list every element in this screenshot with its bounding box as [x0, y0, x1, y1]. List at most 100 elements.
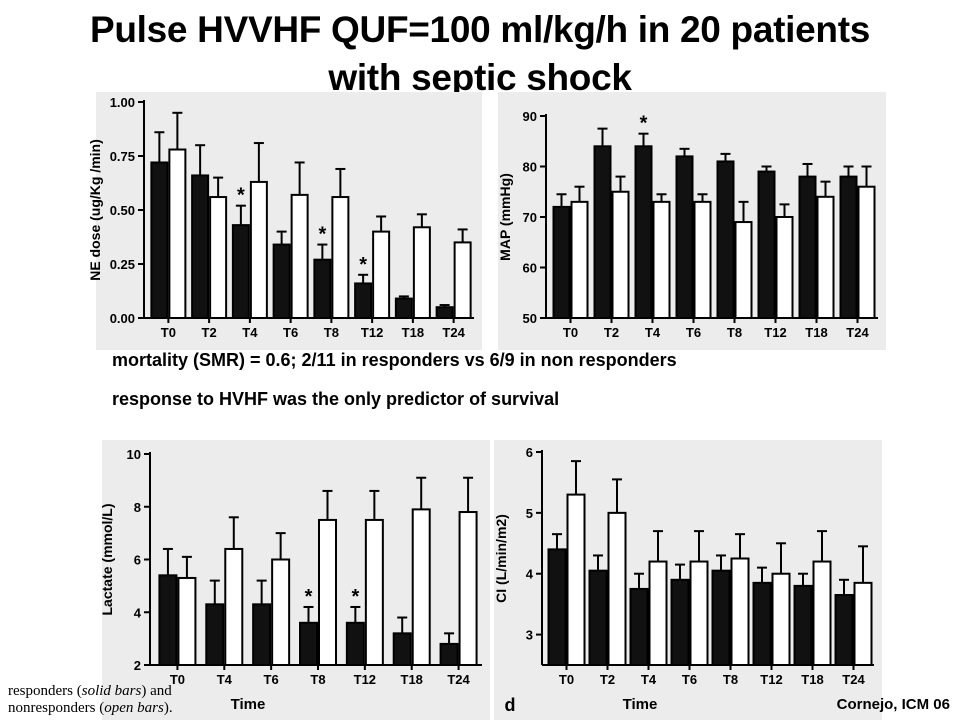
legend-line-nonresponders: nonresponders (open bars).	[8, 700, 173, 716]
x-tick-label: T4	[645, 325, 661, 340]
x-tick-label: T4	[641, 672, 657, 687]
x-tick-label: T8	[310, 672, 325, 687]
bar-responders	[191, 174, 210, 319]
bar-responders	[231, 224, 250, 319]
bar-nonresponders	[734, 221, 753, 319]
bar-nonresponders	[775, 216, 794, 319]
y-tick-label: 60	[523, 261, 537, 276]
x-tick-label: T6	[686, 325, 701, 340]
y-tick-label: 2	[134, 658, 141, 673]
bar-responders	[793, 584, 813, 666]
y-tick-label: 0.00	[110, 311, 135, 326]
x-tick-label: T12	[764, 325, 786, 340]
bar-responders	[299, 621, 318, 667]
x-tick-label: T8	[727, 325, 742, 340]
bar-nonresponders	[652, 200, 671, 319]
legend-line-responders: responders (solid bars) and	[8, 683, 172, 699]
bar-responders	[252, 603, 272, 666]
source-credit: Cornejo, ICM 06	[836, 696, 950, 713]
bar-responders	[158, 574, 178, 666]
bar-nonresponders	[812, 560, 832, 666]
mortality-note: mortality (SMR) = 0.6; 2/11 in responder…	[112, 350, 677, 370]
bar-nonresponders	[566, 493, 586, 666]
x-tick-label: T18	[401, 672, 423, 687]
bar-nonresponders	[689, 560, 709, 666]
bar-responders	[547, 548, 567, 666]
bar-nonresponders	[412, 226, 431, 319]
bar-nonresponders	[458, 511, 478, 667]
significance-asterisk: *	[351, 586, 359, 608]
chart-lactate: 2 4 6 8 10 Lactate (mmol/L) T0 T4 T6 * T8 * T12 T18 T2…	[99, 440, 490, 720]
x-tick-label: T12	[760, 672, 782, 687]
bar-responders	[439, 642, 459, 666]
bar-nonresponders	[857, 185, 876, 319]
bar-nonresponders	[249, 180, 268, 319]
y-tick-label: 6	[134, 553, 141, 568]
x-tick-label: T12	[361, 325, 383, 340]
x-tick-label: T0	[170, 672, 185, 687]
bar-nonresponders	[224, 547, 244, 666]
bar-responders	[716, 160, 735, 319]
title-line-2: with septic shock	[328, 57, 632, 98]
y-tick-label: 1.00	[110, 95, 135, 110]
bar-responders	[205, 603, 225, 666]
x-tick-label: T2	[604, 325, 619, 340]
y-axis-label: CI (L/min/m2)	[493, 514, 509, 603]
x-tick-label: T24	[846, 325, 869, 340]
x-tick-label: T0	[559, 672, 574, 687]
bar-responders	[670, 578, 690, 666]
panel-letter: d	[505, 695, 516, 715]
bar-nonresponders	[607, 511, 627, 666]
page-title: Pulse HVVHF QUF=100 ml/kg/h in 20 patien…	[0, 6, 960, 102]
x-tick-label: T24	[442, 325, 465, 340]
y-tick-label: 90	[523, 109, 537, 124]
bar-responders	[839, 175, 858, 319]
x-axis-label: Time	[623, 696, 658, 713]
chart-ne-dose: 0.00 0.25 0.50 0.75 1.00 NE dose (ug/Kg /min)…	[87, 92, 482, 350]
bar-responders	[272, 243, 291, 319]
bar-nonresponders	[318, 518, 337, 666]
bar-nonresponders	[816, 195, 835, 319]
x-tick-label: T24	[842, 672, 865, 687]
bar-nonresponders	[411, 508, 431, 666]
bar-nonresponders	[364, 518, 384, 666]
bar-nonresponders	[290, 193, 309, 319]
title-line-1: Pulse HVVHF QUF=100 ml/kg/h in 20 patien…	[89, 9, 871, 50]
bar-nonresponders	[648, 560, 668, 666]
legend-text: responders (solid bars) and nonresponder…	[8, 683, 173, 717]
bar-responders	[354, 282, 373, 320]
x-tick-label: T6	[264, 672, 279, 687]
x-tick-label: T8	[324, 325, 339, 340]
bar-nonresponders	[331, 196, 350, 319]
x-tick-label: T4	[217, 672, 233, 687]
bar-nonresponders	[611, 190, 630, 319]
bar-nonresponders	[168, 148, 187, 319]
x-tick-label: T12	[354, 672, 376, 687]
bar-nonresponders	[693, 200, 712, 319]
bar-responders	[752, 581, 772, 666]
x-tick-label: T18	[402, 325, 424, 340]
x-tick-label: T18	[805, 325, 827, 340]
y-tick-label: 0.50	[110, 203, 135, 218]
x-tick-label: T0	[161, 325, 176, 340]
bar-responders	[552, 205, 571, 319]
x-axis-label: Time	[231, 696, 266, 713]
x-tick-label: T0	[563, 325, 578, 340]
bar-responders	[588, 569, 608, 667]
chart-map: 50 60 70 80 90 MAP (mmHg) T0 T2 * T4 T6 T8 T12 T18 T24	[497, 92, 886, 350]
bar-responders	[435, 306, 454, 319]
bar-responders	[392, 632, 412, 667]
y-tick-label: 4	[134, 605, 142, 620]
bar-nonresponders	[453, 241, 472, 319]
x-tick-label: T18	[801, 672, 823, 687]
bar-responders	[345, 621, 365, 667]
bar-nonresponders	[771, 572, 791, 666]
bar-responders	[634, 145, 653, 319]
y-tick-label: 5	[526, 506, 533, 521]
bar-responders	[593, 145, 612, 319]
significance-asterisk: *	[305, 586, 313, 608]
bar-responders	[798, 175, 817, 319]
x-tick-label: T24	[447, 672, 470, 687]
bar-nonresponders	[730, 557, 750, 666]
significance-asterisk: *	[640, 113, 648, 135]
